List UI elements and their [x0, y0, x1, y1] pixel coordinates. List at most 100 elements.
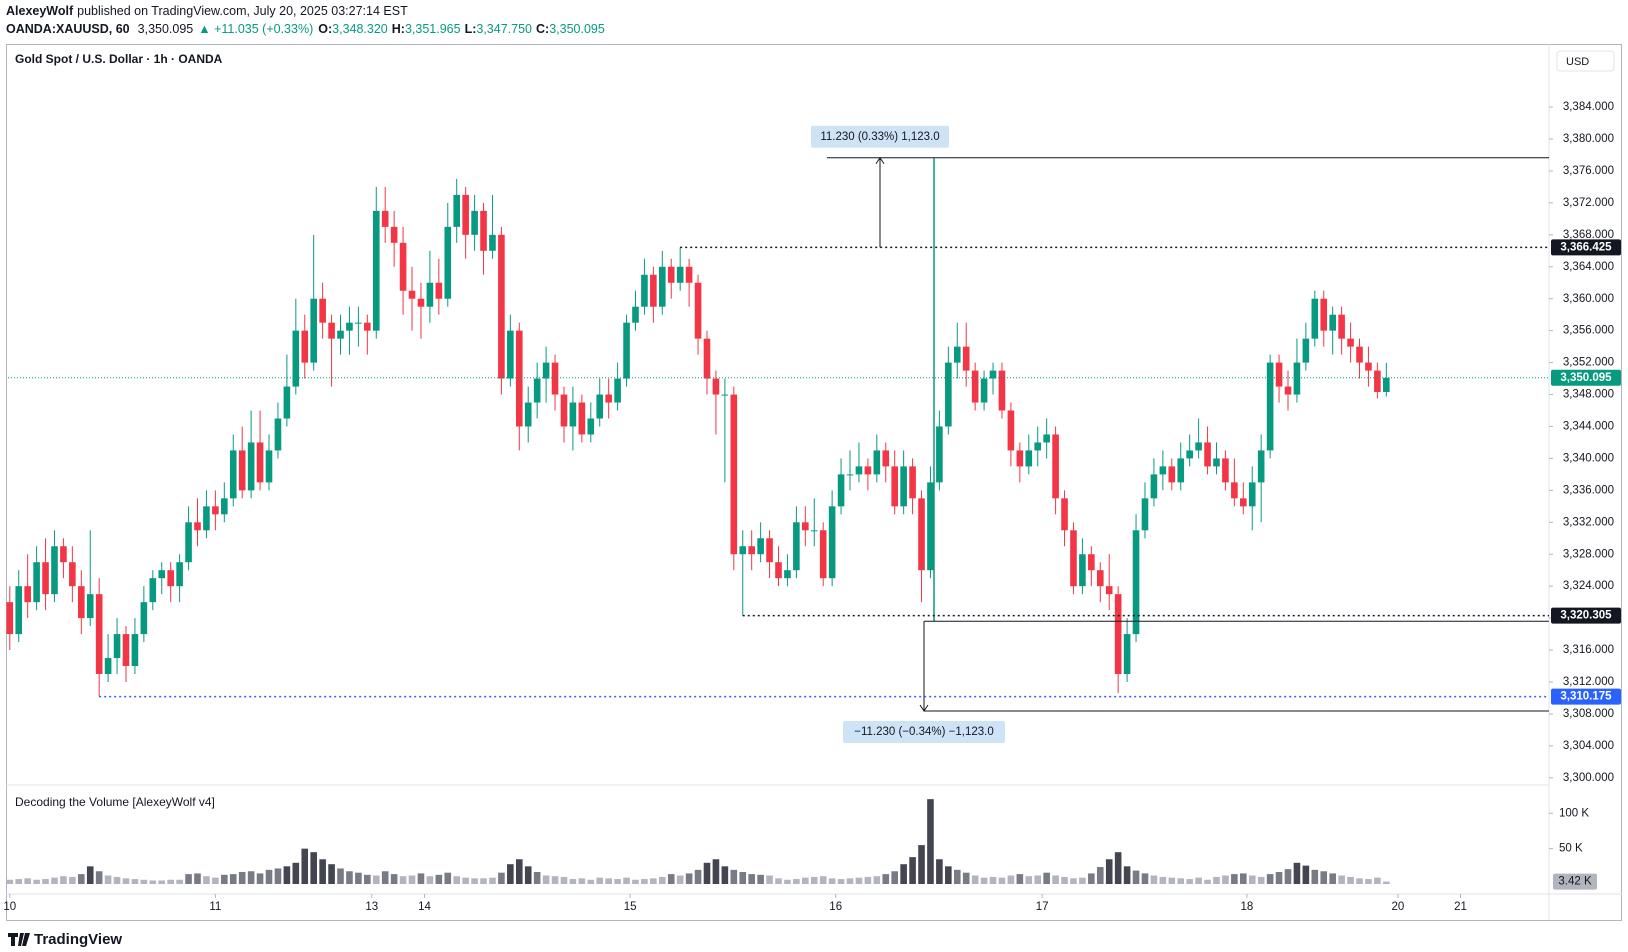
volume-bar — [1266, 874, 1274, 884]
volume-bar — [104, 875, 112, 884]
candle-body — [1231, 482, 1238, 499]
candle — [95, 578, 103, 697]
volume-bar — [596, 877, 604, 884]
candle — [658, 250, 666, 315]
candle — [346, 306, 353, 355]
candle-body — [953, 346, 961, 363]
candle-body — [408, 290, 416, 299]
candle — [274, 402, 282, 459]
ohlc-label: C: — [536, 22, 549, 36]
candle-body — [533, 378, 541, 403]
volume-bar — [1338, 875, 1345, 884]
candle — [6, 586, 14, 651]
candle — [1293, 338, 1301, 403]
volume-bar — [1043, 872, 1050, 884]
arrow-head — [919, 704, 929, 712]
candle — [846, 450, 854, 491]
volume-bar — [578, 878, 586, 884]
candle — [221, 482, 228, 523]
volume-bar — [1240, 873, 1247, 884]
volume-bar — [408, 875, 416, 884]
x-tick-label: 16 — [829, 901, 842, 913]
candle-body — [936, 426, 943, 483]
volume-bar — [793, 879, 800, 884]
candle-body — [480, 210, 487, 251]
x-tick-label: 11 — [209, 901, 221, 913]
measure-label-box — [811, 125, 949, 148]
candle-body — [140, 602, 148, 635]
volume-bar — [962, 872, 970, 884]
volume-bar — [229, 874, 237, 884]
candle — [167, 562, 174, 603]
candle-body — [748, 546, 755, 555]
candle-body — [417, 298, 425, 307]
y-tick-label: 3,328.000 — [1563, 548, 1614, 560]
y-tick-label: 3,304.000 — [1563, 740, 1614, 752]
candle-body — [578, 402, 586, 435]
publish-line: AlexeyWolf published on TradingView.com, … — [6, 4, 408, 18]
candle-body — [739, 546, 747, 555]
candle-body — [667, 266, 675, 283]
candle — [953, 322, 961, 379]
volume-bar — [435, 874, 443, 884]
candle — [515, 322, 523, 451]
candle — [936, 410, 943, 491]
y-tick-label: 3,384.000 — [1563, 101, 1614, 113]
candle-body — [265, 450, 273, 483]
candle-body — [1150, 474, 1158, 499]
volume-bar — [1257, 876, 1265, 884]
price-badge — [1551, 369, 1621, 386]
volume-bar — [15, 879, 23, 884]
candle-body — [1043, 434, 1050, 443]
candle — [122, 626, 130, 682]
candle-body — [1132, 530, 1140, 635]
candle — [462, 186, 469, 259]
candle-body — [542, 362, 550, 379]
candle — [900, 450, 907, 515]
candle-body — [1061, 498, 1068, 531]
volume-bar — [989, 876, 997, 884]
candle — [337, 314, 344, 355]
y-tick-label: 3,344.000 — [1563, 421, 1614, 433]
volume-bar — [953, 869, 961, 884]
logo-icon — [8, 933, 30, 946]
candle — [1320, 290, 1328, 347]
volume-bar — [1079, 877, 1086, 884]
candle-body — [1025, 450, 1033, 467]
candle — [507, 314, 514, 387]
candle-body — [569, 402, 577, 427]
volume-bar — [766, 875, 773, 884]
candle — [605, 378, 612, 419]
y-tick-label: 3,352.000 — [1563, 357, 1614, 369]
volume-bar — [1132, 870, 1140, 884]
volume-bar — [658, 876, 666, 884]
x-tick-label: 14 — [418, 901, 431, 913]
candle-body — [1195, 442, 1202, 451]
volume-bar — [1061, 876, 1068, 884]
candle-body — [810, 530, 818, 532]
volume-bar — [712, 859, 720, 884]
candle-body — [650, 274, 657, 307]
currency-box[interactable] — [1556, 50, 1615, 72]
volume-bar — [292, 862, 300, 884]
candle-body — [793, 522, 800, 571]
ohlc-value: 3,351.965 — [405, 22, 461, 36]
candle — [203, 490, 210, 539]
candle — [1195, 418, 1202, 459]
candle — [962, 322, 970, 387]
candle-body — [95, 594, 103, 675]
candle-body — [828, 506, 836, 579]
logo: TradingView — [8, 931, 122, 948]
candle-body — [194, 522, 201, 531]
volume-bar — [784, 879, 791, 884]
candle — [1150, 458, 1158, 507]
volume-bar — [86, 866, 94, 884]
candle-body — [775, 562, 782, 579]
candle-body — [918, 498, 925, 571]
candle-body — [372, 210, 380, 331]
candle-body — [891, 466, 899, 507]
candle-body — [77, 586, 85, 619]
candle — [1096, 562, 1104, 603]
candle-body — [980, 378, 988, 403]
